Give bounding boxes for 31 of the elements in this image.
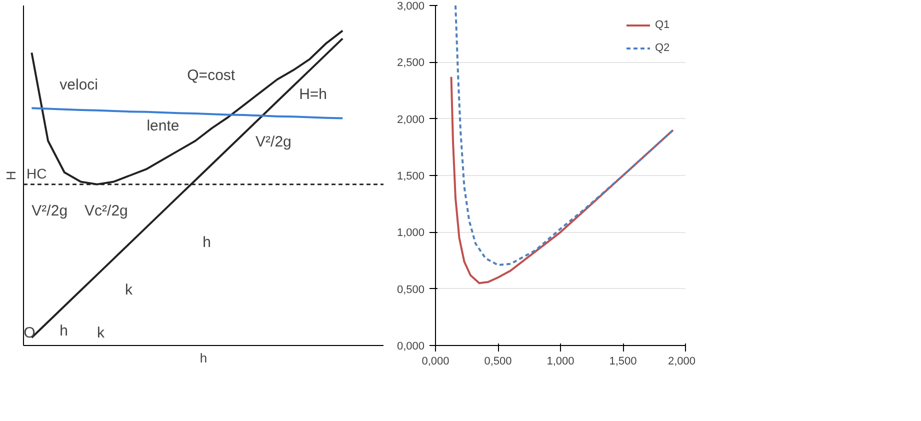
annotation: lente [146, 118, 180, 135]
annotation: h [60, 322, 68, 340]
annotation: h [202, 234, 212, 252]
ref-line-label: HC [26, 165, 47, 182]
line-series [454, 6, 674, 266]
line-series [450, 76, 674, 284]
y-tick-label: 1,500 [396, 170, 425, 182]
y-tick-label: 2,500 [396, 57, 425, 70]
legend-label: Q1 [655, 19, 671, 31]
annotation: H=h [299, 86, 327, 104]
y-tick-label: 3,000 [396, 0, 425, 12]
y-tick-label: 0,000 [396, 340, 425, 352]
annotation: V²/2g [32, 202, 68, 220]
x-tick-label: 1,000 [546, 356, 574, 368]
annotation: O [24, 324, 36, 342]
x-tick-label: 0,000 [422, 356, 450, 368]
annotation: Q=cost [187, 67, 236, 84]
x-tick-label: 2,000 [668, 356, 696, 368]
y-tick-label: 1,000 [396, 227, 425, 240]
annotation: veloci [60, 76, 98, 94]
annotation: k [96, 324, 105, 342]
y-axis-title: H [4, 170, 18, 180]
legend-label: Q2 [655, 42, 671, 54]
annotation: V²/2g [256, 133, 292, 150]
annotation: k [124, 281, 133, 298]
y-tick-label: 2,000 [396, 114, 425, 126]
y-tick-label: 0,500 [396, 284, 425, 296]
x-axis-title: h [200, 350, 208, 366]
x-tick-label: 0,500 [484, 356, 512, 368]
x-tick-label: 1,500 [609, 356, 637, 368]
annotation: Vc²/2g [84, 202, 128, 220]
